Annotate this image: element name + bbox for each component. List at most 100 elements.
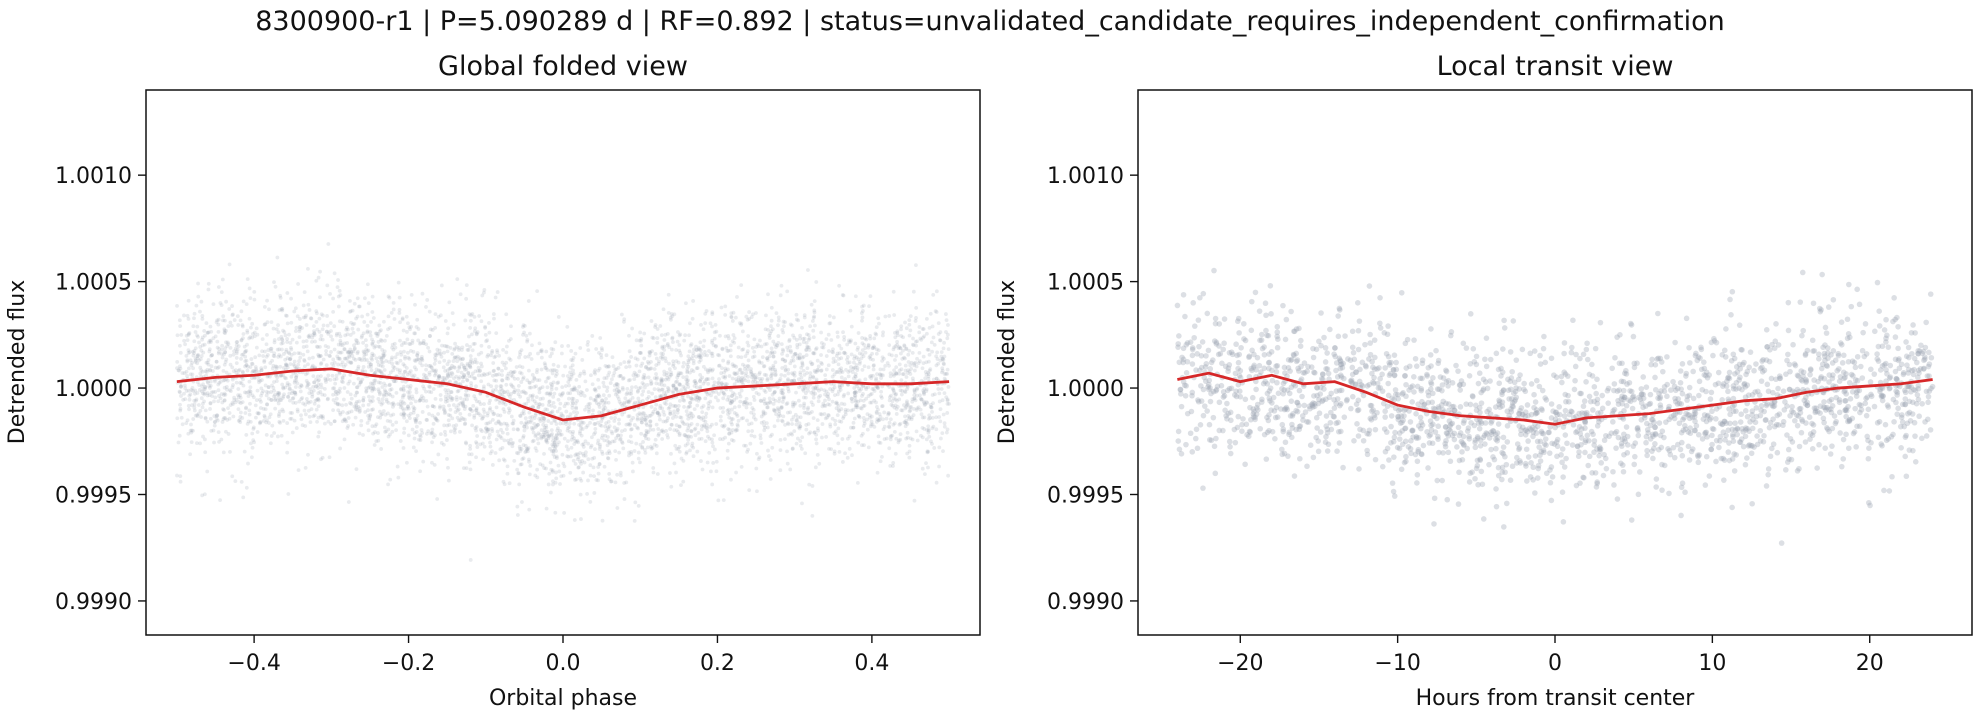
flux-point [588,445,593,450]
flux-point [594,347,599,351]
flux-point [852,416,857,421]
flux-point [610,439,615,444]
flux-point [422,372,426,377]
flux-point [284,349,289,354]
flux-point [264,393,269,398]
flux-point [677,382,682,387]
flux-point [525,447,530,452]
flux-point [535,436,540,441]
flux-point [790,417,794,422]
flux-point [689,412,694,416]
flux-point [660,437,665,441]
flux-point [436,452,441,457]
flux-point [355,296,360,301]
flux-point [833,359,838,364]
flux-point [861,309,865,313]
flux-point [831,360,836,365]
flux-point [335,354,340,359]
flux-point [400,406,405,411]
flux-point [404,419,409,424]
flux-point [189,422,193,427]
flux-point [283,385,288,390]
flux-point [931,292,936,297]
flux-point [711,367,715,372]
flux-point [593,447,597,452]
flux-point [438,313,443,318]
flux-point [545,385,550,390]
flux-point [217,394,221,398]
flux-point [527,457,531,462]
flux-point [269,397,274,402]
flux-point [413,331,418,336]
flux-point [895,398,899,403]
flux-point [359,379,363,384]
flux-point [861,424,866,428]
flux-point [424,399,429,403]
flux-point [469,313,473,318]
flux-point [535,467,540,472]
flux-point [735,428,740,432]
flux-point [562,404,567,409]
flux-point [664,373,669,377]
flux-point [370,351,375,356]
flux-point [185,338,190,343]
flux-point [802,410,807,415]
flux-point [209,354,213,358]
flux-point [837,384,842,389]
flux-point [427,364,431,368]
flux-point [783,364,788,369]
flux-point [941,412,946,417]
flux-point [376,431,380,435]
flux-point [231,402,235,407]
flux-point [357,304,361,309]
flux-point [416,327,421,331]
flux-point [430,431,435,435]
flux-point [930,349,934,354]
flux-point [627,359,632,364]
flux-point [316,434,321,439]
flux-point [752,337,757,342]
flux-point [945,371,950,376]
flux-point [354,385,359,390]
flux-point [747,310,752,314]
flux-point [307,308,312,312]
flux-point [895,333,900,338]
flux-point [744,396,749,401]
flux-point [445,376,449,380]
flux-point [412,373,417,378]
plot-area [146,90,980,635]
flux-point [297,325,302,330]
flux-point [689,342,694,347]
flux-point [386,294,391,299]
flux-point [689,396,694,401]
flux-point [434,353,439,358]
flux-point [239,338,244,343]
flux-point [781,414,786,419]
flux-point [224,384,229,389]
flux-point [546,375,551,380]
flux-point [579,390,583,394]
flux-point [681,398,686,402]
flux-point [938,358,943,363]
flux-point [401,362,406,367]
flux-point [270,423,275,428]
flux-point [636,450,641,455]
flux-point [649,366,654,371]
flux-point [469,383,474,388]
flux-point [920,366,925,371]
flux-point [631,373,636,378]
flux-point [366,413,371,418]
flux-point [509,369,513,374]
flux-point [765,378,770,383]
flux-point [668,427,673,431]
flux-point [330,373,335,378]
flux-point [572,410,576,414]
flux-point [335,402,340,407]
flux-point [285,440,290,445]
flux-point [649,381,654,386]
flux-point [221,314,226,319]
flux-point [451,424,456,428]
flux-point [328,292,332,296]
flux-point [811,395,816,400]
flux-point [195,324,200,329]
